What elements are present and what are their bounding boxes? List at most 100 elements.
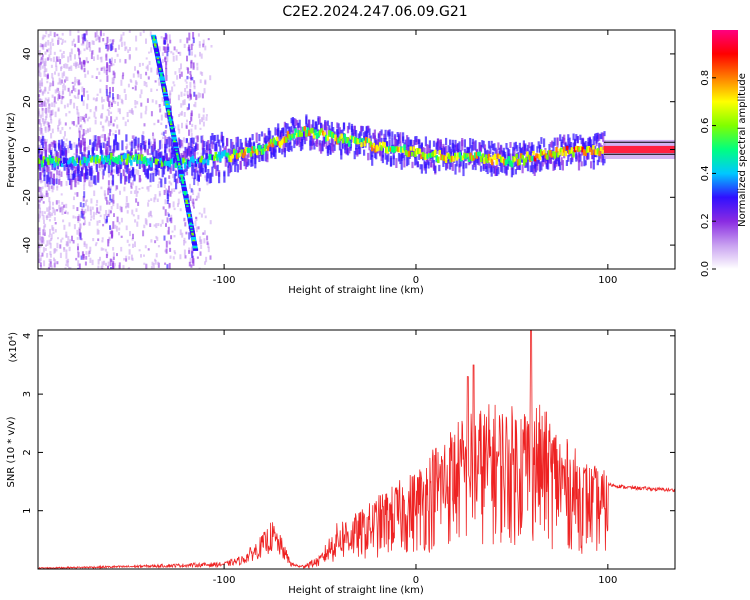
ridge-halo-cell: [580, 161, 583, 167]
ridge-core-cell: [538, 153, 541, 160]
noise-cell: [76, 109, 79, 115]
ridge-halo-cell: [517, 152, 520, 160]
ridge-halo-cell: [399, 141, 402, 147]
noise-cell: [47, 33, 50, 38]
ridge-core-cell: [283, 136, 287, 143]
ridge-core-cell: [381, 141, 385, 147]
noise-streak: [83, 117, 86, 122]
noise-cell: [158, 46, 161, 52]
ridge-core-cell: [550, 153, 554, 158]
noise-cell: [41, 90, 44, 96]
noise-cell: [204, 215, 207, 219]
noise-streak: [81, 251, 84, 256]
ridge-halo-cell: [267, 127, 270, 135]
noise-streak: [189, 71, 192, 75]
noise-cell: [74, 88, 77, 93]
ridge-halo-cell: [274, 127, 277, 136]
ridge-halo-cell: [389, 155, 393, 167]
noise-cell: [177, 51, 180, 54]
noise-cell: [91, 75, 94, 78]
ridge-core-cell: [492, 155, 495, 160]
diagonal-cell: [187, 219, 193, 223]
noise-cell: [196, 152, 199, 155]
ridge-halo-cell: [474, 140, 477, 151]
noise-cell: [127, 83, 130, 88]
ridge-halo-cell: [193, 146, 196, 152]
ridge-core-cell: [117, 155, 121, 161]
ridge-halo-cell: [583, 155, 586, 167]
ridge-core-cell: [279, 141, 282, 148]
noise-cell: [184, 255, 187, 259]
ridge-halo-cell: [111, 161, 115, 167]
diagonal-cell: [157, 64, 163, 68]
noise-cell: [108, 236, 111, 240]
noise-cell: [95, 203, 98, 207]
noise-cell: [123, 258, 126, 261]
ridge-halo-cell: [337, 131, 340, 140]
noise-cell: [71, 40, 74, 46]
noise-cell: [156, 69, 159, 75]
noise-cell: [40, 78, 43, 84]
ridge-halo-cell: [548, 144, 551, 153]
noise-cell: [131, 110, 134, 115]
ridge-core-cell: [351, 135, 354, 140]
noise-streak: [77, 116, 80, 125]
noise-streak: [106, 62, 109, 68]
ridge-halo-cell: [115, 141, 119, 151]
ridge-halo-cell: [71, 173, 74, 180]
ridge-halo-cell: [356, 149, 359, 157]
noise-streak: [112, 199, 115, 204]
ridge-halo-cell: [173, 173, 176, 183]
ridge-halo-cell: [357, 146, 360, 155]
ridge-halo-cell: [478, 142, 481, 153]
noise-cell: [194, 101, 197, 108]
noise-cell: [205, 114, 208, 117]
noise-cell: [150, 239, 153, 243]
noise-cell: [57, 56, 60, 62]
noise-cell: [107, 261, 110, 267]
noise-cell: [87, 252, 90, 257]
noise-cell: [51, 94, 54, 98]
diagonal-cell: [158, 72, 164, 75]
ridge-halo-cell: [94, 139, 97, 147]
ridge-halo-cell: [595, 133, 598, 144]
noise-cell: [48, 234, 51, 238]
noise-cell: [102, 125, 105, 132]
noise-streak: [163, 46, 166, 54]
ridge-halo-cell: [248, 138, 252, 148]
noise-cell: [38, 203, 40, 207]
noise-cell: [64, 211, 66, 214]
ridge-halo-cell: [598, 133, 601, 141]
noise-cell: [72, 38, 75, 42]
ridge-core-cell: [521, 154, 524, 160]
ridge-core-cell: [289, 135, 293, 141]
ridge-halo-cell: [239, 160, 242, 170]
ridge-halo-cell: [506, 161, 509, 170]
noise-cell: [89, 257, 92, 264]
ridge-halo-cell: [397, 153, 401, 162]
ridge-halo-cell: [400, 159, 403, 170]
ridge-halo-cell: [349, 136, 352, 143]
noise-cell: [149, 153, 152, 156]
noise-cell: [161, 143, 163, 149]
ridge-halo-cell: [137, 137, 140, 148]
ridge-core-cell: [131, 155, 135, 160]
ridge-halo-cell: [461, 140, 464, 151]
noise-cell: [127, 49, 130, 53]
ridge-halo-cell: [379, 131, 382, 142]
diagonal-cell: [165, 105, 171, 108]
noise-cell: [41, 186, 44, 189]
ridge-core-cell: [512, 156, 515, 163]
ridge-core-cell: [430, 152, 434, 157]
ridge-halo-cell: [602, 151, 605, 160]
noise-cell: [146, 186, 149, 190]
noise-cell: [98, 47, 101, 53]
noise-cell: [39, 43, 42, 48]
ridge-halo-cell: [269, 145, 272, 152]
ridge-core-cell: [477, 151, 480, 156]
ridge-halo-cell: [243, 158, 246, 167]
noise-streak: [77, 35, 80, 43]
noise-cell: [100, 265, 103, 269]
noise-streak: [105, 253, 108, 259]
noise-cell: [114, 185, 117, 191]
